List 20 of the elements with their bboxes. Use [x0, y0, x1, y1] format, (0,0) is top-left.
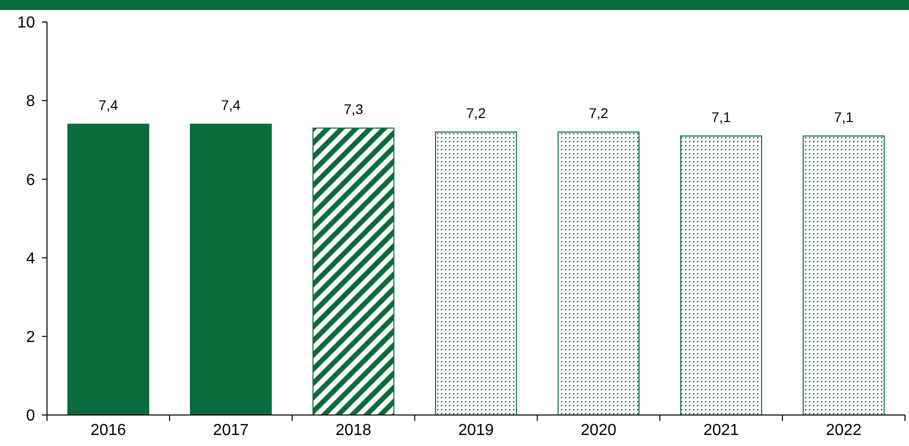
x-tick-label: 2016 — [90, 422, 126, 439]
y-tick-label: 6 — [26, 172, 36, 189]
x-tick-label: 2017 — [213, 422, 249, 439]
x-tick-label: 2020 — [580, 422, 616, 439]
x-tick-label: 2022 — [826, 422, 862, 439]
x-tick-label: 2018 — [336, 422, 372, 439]
data-label: 7,3 — [344, 101, 364, 118]
y-tick-label: 0 — [26, 408, 36, 425]
data-label: 7,2 — [466, 105, 486, 122]
data-label: 7,2 — [588, 105, 609, 122]
y-tick-label: 2 — [26, 329, 36, 346]
data-label: 7,4 — [98, 97, 118, 114]
x-tick-label: 2021 — [703, 422, 740, 439]
data-label: 7,1 — [711, 108, 732, 125]
data-label: 7,1 — [834, 108, 854, 125]
x-tick-label: 2019 — [458, 422, 494, 439]
y-tick-label: 10 — [17, 14, 36, 32]
y-tick-label: 4 — [26, 250, 36, 268]
y-tick-label: 8 — [26, 93, 36, 110]
data-label: 7,4 — [221, 97, 241, 114]
